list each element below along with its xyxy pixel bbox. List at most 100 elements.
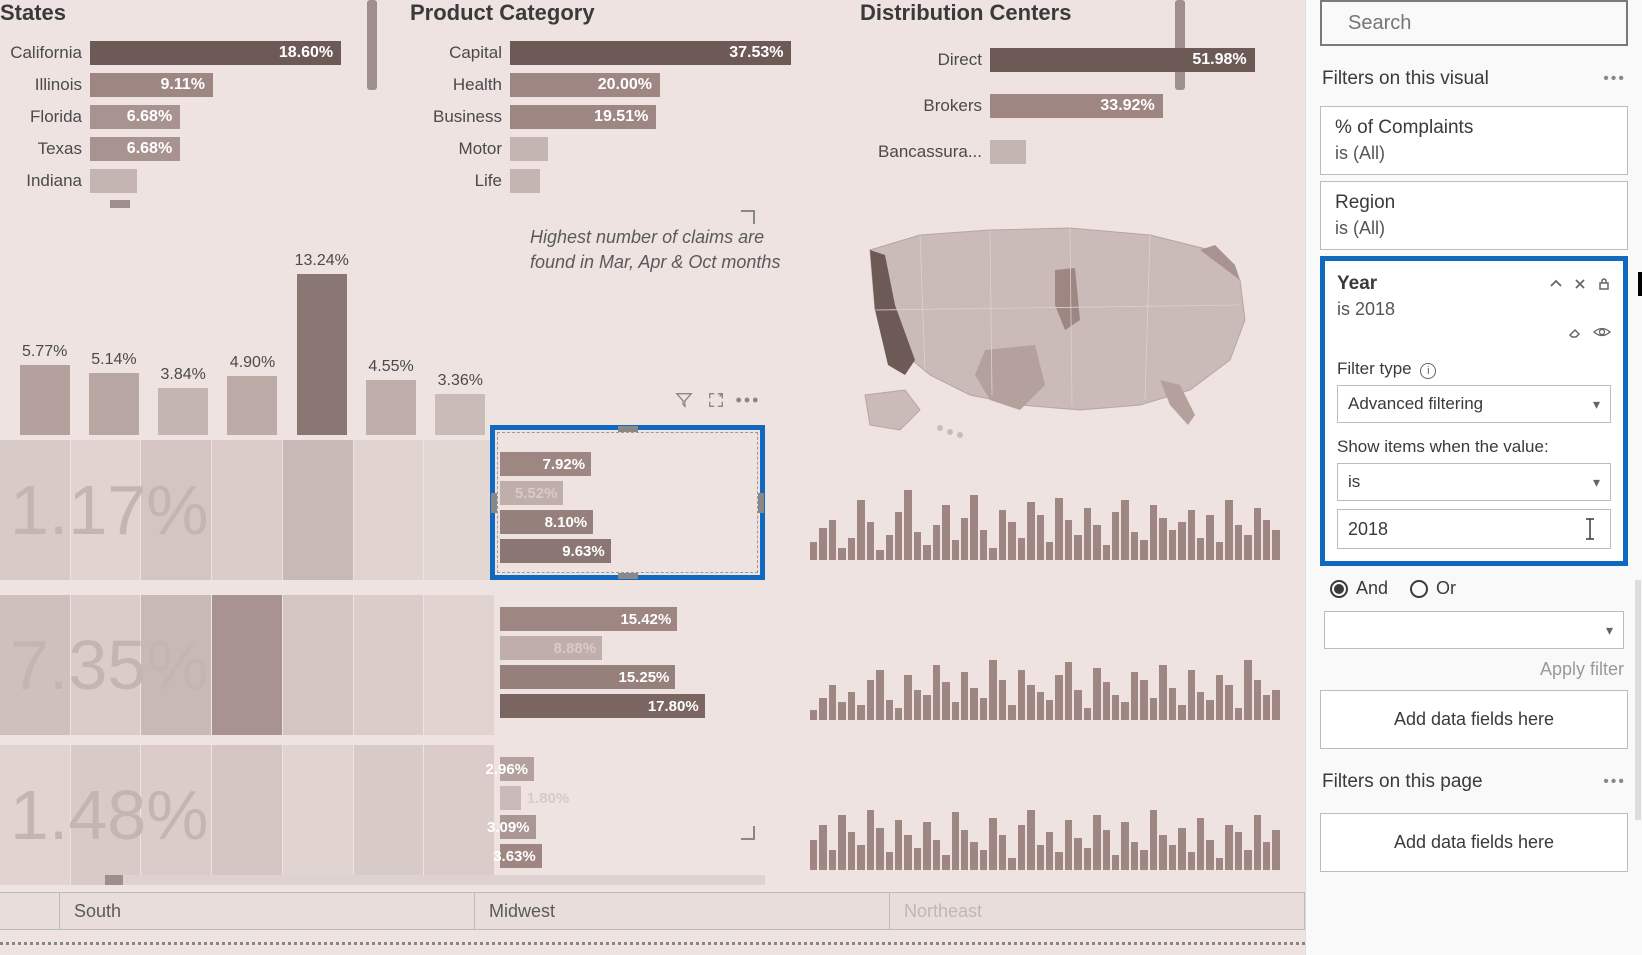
kpi-row-2[interactable]: 1.48% xyxy=(0,745,495,885)
mini-hbar: 3.63% xyxy=(500,843,765,869)
more-options-icon[interactable]: ••• xyxy=(738,390,758,410)
spark-bar xyxy=(1018,670,1025,720)
hbar-row[interactable]: Health20.00% xyxy=(410,70,810,100)
mini-hbar-value: 3.63% xyxy=(493,848,536,865)
filter-search-input[interactable] xyxy=(1348,12,1613,35)
kpi-row-1[interactable]: 7.35% xyxy=(0,595,495,735)
focus-mode-icon[interactable] xyxy=(706,390,726,410)
distribution-chart[interactable]: Distribution Centers Direct51.98%Brokers… xyxy=(850,0,1280,200)
tab-empty[interactable] xyxy=(0,893,60,929)
second-condition-select[interactable]: ▾ xyxy=(1324,611,1624,649)
mini-hbar-group-2[interactable]: 2.96%1.80%3.09%3.63% xyxy=(500,753,765,872)
category-chart[interactable]: Product Category Capital37.53%Health20.0… xyxy=(400,0,820,200)
filter-card-region[interactable]: Region is (All) xyxy=(1320,181,1628,250)
spark-bar xyxy=(1225,500,1232,560)
spark-bar xyxy=(1074,535,1081,560)
spark-bar xyxy=(867,680,874,720)
hbar-fill: 51.98% xyxy=(990,48,1255,72)
hbar-row[interactable]: Illinois9.11% xyxy=(0,70,360,100)
and-radio[interactable]: And xyxy=(1330,578,1388,599)
heat-cell xyxy=(424,440,495,580)
hbar-fill: 6.68% xyxy=(90,137,180,161)
mini-hbar: 15.42% xyxy=(500,606,765,632)
spark-bar xyxy=(1093,525,1100,560)
show-items-label: Show items when the value: xyxy=(1337,437,1611,457)
mini-hbar-group-1[interactable]: 15.42%8.88%15.25%17.80% xyxy=(500,603,765,722)
lock-icon[interactable] xyxy=(1597,277,1611,296)
filter-search-box[interactable] xyxy=(1320,0,1628,46)
hbar-row[interactable]: California18.60% xyxy=(0,38,360,68)
monthly-column-chart[interactable]: Highest number of claims are found in Ma… xyxy=(0,210,755,460)
filter-type-select[interactable]: Advanced filtering ▾ xyxy=(1337,385,1611,423)
info-icon[interactable]: i xyxy=(1420,363,1436,379)
hbar-row[interactable]: Capital37.53% xyxy=(410,38,810,68)
column-Nov[interactable]: 4.55%Nov xyxy=(363,358,419,435)
states-hscroll-thumb[interactable] xyxy=(110,200,130,208)
spark-bar xyxy=(980,698,987,720)
states-chart[interactable]: States California18.60%Illinois9.11%Flor… xyxy=(0,0,370,200)
selection-corner-tr xyxy=(741,210,755,224)
spark-bar xyxy=(895,820,902,870)
resize-handle-right[interactable] xyxy=(758,493,764,513)
spark-bar xyxy=(876,670,883,720)
page-drop-zone[interactable]: Add data fields here xyxy=(1320,813,1628,872)
filter-value-input[interactable] xyxy=(1337,509,1611,549)
hbar-row[interactable]: Life xyxy=(410,166,810,196)
column-Sep[interactable]: 4.90%Sep xyxy=(224,354,280,436)
collapse-icon[interactable] xyxy=(1549,277,1563,296)
filters-visual-more-icon[interactable]: ••• xyxy=(1603,70,1626,88)
heat-cell xyxy=(354,745,425,885)
spark-bar xyxy=(1055,498,1062,560)
visibility-icon[interactable] xyxy=(1593,324,1611,345)
filter-card-complaints[interactable]: % of Complaints is (All) xyxy=(1320,106,1628,175)
filter-card-year[interactable]: Year is 2018 Filter type i Advanced filt… xyxy=(1320,256,1628,566)
spark-bar xyxy=(914,690,921,720)
tab-midwest[interactable]: Midwest xyxy=(475,893,890,929)
condition-select[interactable]: is ▾ xyxy=(1337,463,1611,501)
sparkline-0[interactable] xyxy=(810,480,1280,560)
spark-bar xyxy=(1272,530,1279,560)
or-radio[interactable]: Or xyxy=(1410,578,1456,599)
spark-bar xyxy=(1150,810,1157,870)
usa-map-visual[interactable] xyxy=(810,210,1280,450)
spark-bar xyxy=(1178,828,1185,870)
hbar-row[interactable]: Florida6.68% xyxy=(0,102,360,132)
hbar-row[interactable]: Indiana xyxy=(0,166,360,196)
canvas-hscroll-thumb[interactable] xyxy=(105,875,123,885)
spark-bar xyxy=(1216,542,1223,560)
hbar-row[interactable]: Motor xyxy=(410,134,810,164)
hbar-row[interactable]: Bancassura... xyxy=(860,130,1270,174)
hbar-fill: 33.92% xyxy=(990,94,1163,118)
spark-bar xyxy=(867,522,874,560)
resize-handle-bottom[interactable] xyxy=(618,573,638,579)
clear-filter-icon[interactable] xyxy=(1573,277,1587,296)
hbar-row[interactable]: Brokers33.92% xyxy=(860,84,1270,128)
right-collapsed-panel[interactable] xyxy=(1635,580,1641,820)
column-Jul[interactable]: 5.14%Jul xyxy=(86,351,142,435)
spark-bar xyxy=(970,688,977,720)
visual-drop-zone[interactable]: Add data fields here xyxy=(1320,690,1628,749)
filters-page-more-icon[interactable]: ••• xyxy=(1603,773,1626,791)
tab-northeast[interactable]: Northeast xyxy=(890,893,1305,929)
spark-bar xyxy=(1225,685,1232,720)
column-Dec[interactable]: 3.36%Dec xyxy=(432,372,488,435)
kpi-row-0[interactable]: 1.17% xyxy=(0,440,495,580)
column-bar xyxy=(297,274,347,435)
hbar-row[interactable]: Business19.51% xyxy=(410,102,810,132)
column-Oct[interactable]: 13.24%Oct xyxy=(294,252,350,435)
hbar-fill: 20.00% xyxy=(510,73,660,97)
column-bar xyxy=(20,365,70,435)
spark-bar xyxy=(1244,535,1251,560)
eraser-icon[interactable] xyxy=(1567,324,1583,345)
spark-bar xyxy=(1074,838,1081,870)
column-Aug[interactable]: 3.84%Aug xyxy=(155,366,211,435)
tab-south[interactable]: South xyxy=(60,893,475,929)
column-Jun[interactable]: 5.77%Jun xyxy=(17,343,73,435)
apply-filter-button[interactable]: Apply filter xyxy=(1324,659,1624,680)
filter-icon[interactable] xyxy=(674,390,694,410)
sparkline-1[interactable] xyxy=(810,640,1280,720)
states-scrollbar[interactable] xyxy=(367,0,377,90)
hbar-row[interactable]: Direct51.98% xyxy=(860,38,1270,82)
sparkline-2[interactable] xyxy=(810,790,1280,870)
hbar-row[interactable]: Texas6.68% xyxy=(0,134,360,164)
